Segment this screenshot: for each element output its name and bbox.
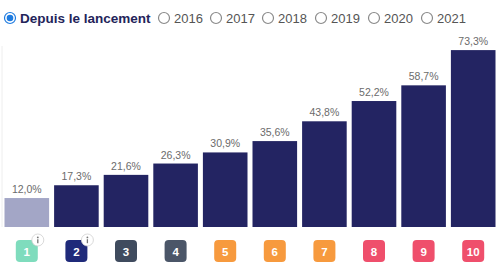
info-circle[interactable]: [32, 234, 44, 246]
tick-label: 4: [172, 246, 179, 258]
bar: [203, 152, 248, 227]
category-badge: 8: [363, 240, 385, 262]
radio-label[interactable]: 2019: [331, 11, 360, 26]
bars: [5, 50, 496, 227]
radio-circle[interactable]: [263, 13, 274, 24]
radio-option[interactable]: 2019: [316, 11, 360, 26]
radio-circle[interactable]: [159, 13, 170, 24]
badge-box: [413, 240, 435, 262]
tick-label: 5: [222, 246, 229, 258]
tick-label: 10: [467, 246, 480, 258]
radio-label[interactable]: Depuis le lancement: [20, 11, 151, 26]
radio-label[interactable]: 2018: [278, 11, 307, 26]
radio-option[interactable]: Depuis le lancement: [5, 11, 152, 26]
chart: Depuis le lancement 2016 2017 2018 2019 2020 2…: [0, 0, 500, 271]
radio-option[interactable]: 2017: [211, 11, 255, 26]
bar: [451, 50, 496, 227]
bar: [104, 175, 149, 227]
radio-circle[interactable]: [369, 13, 380, 24]
radio-circle[interactable]: [316, 13, 327, 24]
bar: [401, 85, 446, 227]
tick-label: 2: [73, 246, 79, 258]
category-badge: 10: [462, 240, 484, 262]
info-dot: [37, 237, 39, 239]
data-label: 17,3%: [62, 170, 92, 182]
badge-box: [313, 240, 335, 262]
data-label: 35,6%: [260, 126, 290, 138]
category-badge: 4: [165, 240, 187, 262]
chart-root: Depuis le lancement 2016 2017 2018 2019 2020 2…: [0, 0, 500, 271]
category-badge: 6: [264, 240, 286, 262]
radio-circle[interactable]: [422, 13, 433, 24]
data-label: 58,7%: [409, 70, 439, 82]
data-label: 73,3%: [458, 35, 488, 47]
info-dot: [87, 237, 89, 239]
radio-option[interactable]: 2021: [422, 11, 466, 26]
badge-box: [165, 240, 187, 262]
badge-box: [363, 240, 385, 262]
radio-option[interactable]: 2018: [263, 11, 307, 26]
radio-dot: [7, 15, 14, 22]
radio-option[interactable]: 2020: [369, 11, 413, 26]
info-stem: [37, 239, 38, 243]
radio-circle[interactable]: [5, 13, 16, 24]
info-icon[interactable]: [81, 234, 93, 246]
value-axis: [2, 46, 3, 227]
radio-label[interactable]: 2017: [226, 11, 255, 26]
bar: [302, 121, 347, 227]
info-circle[interactable]: [81, 234, 93, 246]
tick-label: 3: [123, 246, 129, 258]
data-label: 30,9%: [210, 137, 240, 149]
data-label: 43,8%: [310, 106, 340, 118]
data-label: 26,3%: [161, 149, 191, 161]
badge-box: [115, 240, 137, 262]
category-badge: 9: [413, 240, 435, 262]
badge-box: [462, 240, 484, 262]
info-stem: [87, 239, 88, 243]
tick-label: 7: [321, 246, 327, 258]
badge-box: [214, 240, 236, 262]
bar: [5, 198, 50, 227]
tick-label: 1: [24, 246, 31, 258]
category-badge: 3: [115, 240, 137, 262]
radio-option[interactable]: 2016: [159, 11, 203, 26]
data-label: 52,2%: [359, 86, 389, 98]
bar: [352, 101, 397, 227]
radio-label[interactable]: 2016: [174, 11, 203, 26]
data-label: 21,6%: [111, 160, 141, 172]
tick-label: 9: [420, 246, 426, 258]
bar: [253, 141, 298, 227]
radio-circle[interactable]: [211, 13, 222, 24]
badge-box: [264, 240, 286, 262]
info-icon[interactable]: [32, 234, 44, 246]
tick-label: 8: [371, 246, 378, 258]
data-label: 12,0%: [12, 183, 42, 195]
radio-label[interactable]: 2020: [384, 11, 413, 26]
bar: [153, 164, 198, 227]
radio-label[interactable]: 2021: [437, 11, 466, 26]
bar: [54, 185, 99, 227]
tick-label: 6: [272, 246, 278, 258]
category-badge: 7: [313, 240, 335, 262]
category-badge: 5: [214, 240, 236, 262]
